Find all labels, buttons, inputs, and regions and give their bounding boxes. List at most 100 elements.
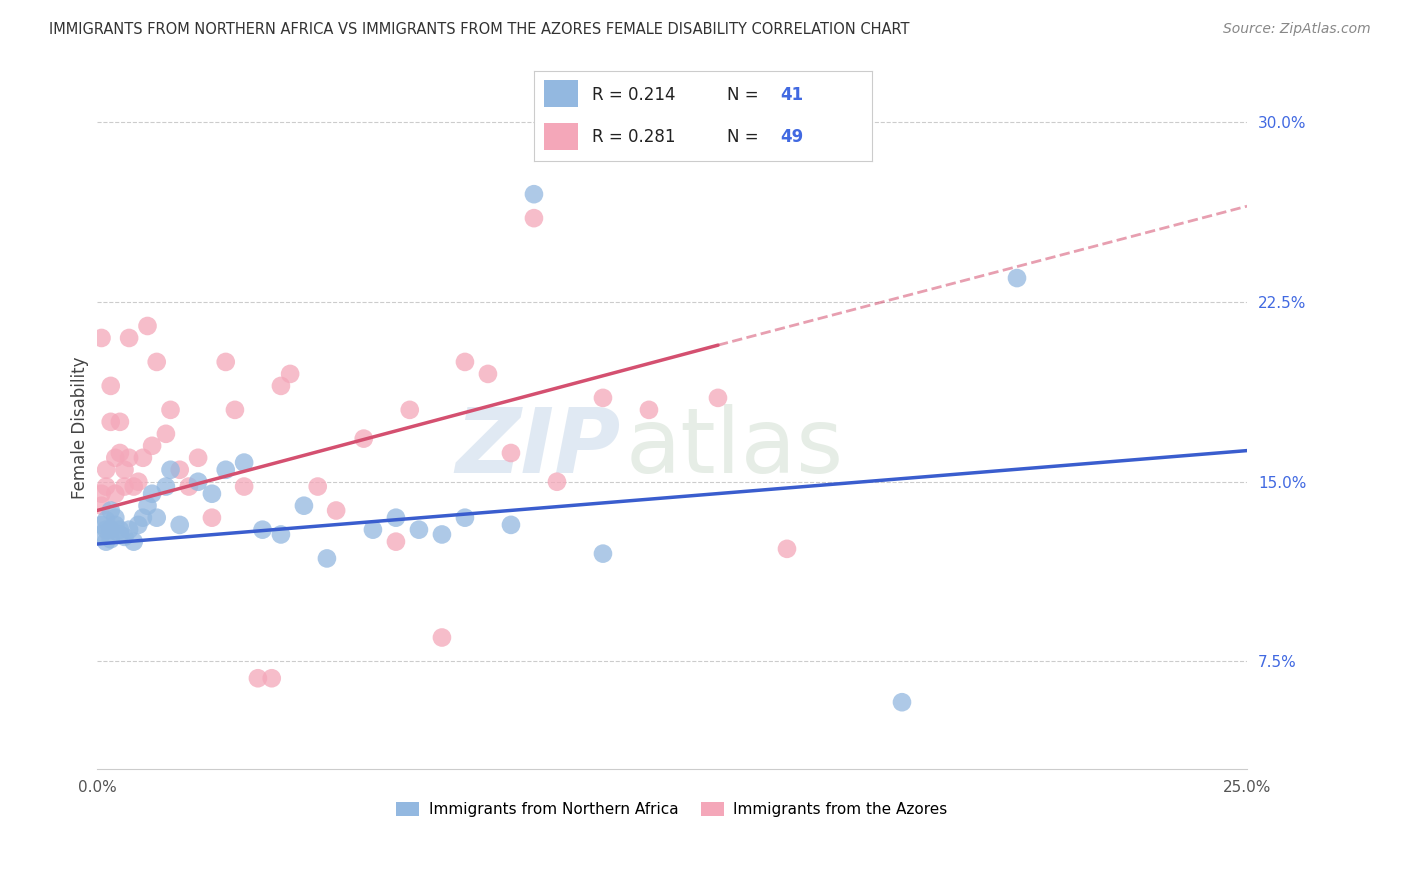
- Point: [430, 527, 453, 541]
- Point: [94, 534, 117, 549]
- Point: [155, 479, 177, 493]
- Point: [100, 533, 122, 547]
- Point: [100, 503, 122, 517]
- Point: [104, 487, 127, 501]
- Text: R = 0.214: R = 0.214: [592, 86, 675, 103]
- Point: [122, 534, 145, 549]
- Text: IMMIGRANTS FROM NORTHERN AFRICA VS IMMIGRANTS FROM THE AZORES FEMALE DISABILITY : IMMIGRANTS FROM NORTHERN AFRICA VS IMMIG…: [49, 22, 910, 37]
- Point: [108, 527, 131, 541]
- Point: [136, 318, 159, 333]
- Point: [316, 551, 339, 566]
- Point: [90, 517, 112, 532]
- Text: Source: ZipAtlas.com: Source: ZipAtlas.com: [1223, 22, 1371, 37]
- Point: [118, 523, 141, 537]
- Point: [638, 402, 661, 417]
- Point: [159, 463, 181, 477]
- Bar: [544, 123, 578, 150]
- Point: [159, 402, 181, 417]
- Point: [408, 523, 430, 537]
- Point: [104, 510, 127, 524]
- Point: [592, 391, 614, 405]
- Point: [90, 331, 112, 345]
- Point: [201, 510, 224, 524]
- Text: N =: N =: [727, 128, 763, 146]
- Point: [546, 475, 568, 489]
- Point: [90, 499, 112, 513]
- Point: [233, 456, 256, 470]
- Point: [94, 463, 117, 477]
- Point: [127, 475, 149, 489]
- Point: [353, 432, 375, 446]
- Point: [307, 479, 329, 493]
- Point: [169, 517, 191, 532]
- Point: [592, 547, 614, 561]
- Point: [141, 439, 163, 453]
- Point: [108, 415, 131, 429]
- Point: [361, 523, 384, 537]
- Point: [169, 463, 191, 477]
- Point: [118, 331, 141, 345]
- Point: [523, 187, 546, 202]
- Point: [132, 450, 155, 465]
- Point: [454, 355, 477, 369]
- Text: 41: 41: [780, 86, 804, 103]
- Point: [233, 479, 256, 493]
- Point: [145, 510, 167, 524]
- Point: [215, 355, 238, 369]
- Point: [1005, 271, 1028, 285]
- Point: [177, 479, 200, 493]
- Point: [325, 503, 347, 517]
- Point: [430, 631, 453, 645]
- Point: [90, 487, 112, 501]
- Point: [122, 479, 145, 493]
- Legend: Immigrants from Northern Africa, Immigrants from the Azores: Immigrants from Northern Africa, Immigra…: [391, 796, 953, 823]
- Point: [114, 463, 136, 477]
- Point: [100, 415, 122, 429]
- Point: [104, 450, 127, 465]
- Point: [132, 510, 155, 524]
- Point: [187, 475, 209, 489]
- Point: [108, 523, 131, 537]
- Point: [891, 695, 914, 709]
- Point: [94, 513, 117, 527]
- Point: [127, 517, 149, 532]
- Point: [292, 499, 315, 513]
- Point: [114, 479, 136, 493]
- Text: R = 0.281: R = 0.281: [592, 128, 675, 146]
- Point: [201, 487, 224, 501]
- Point: [477, 367, 499, 381]
- Point: [108, 446, 131, 460]
- Point: [523, 211, 546, 226]
- Point: [385, 534, 408, 549]
- Point: [187, 450, 209, 465]
- Text: N =: N =: [727, 86, 763, 103]
- Point: [94, 479, 117, 493]
- Point: [215, 463, 238, 477]
- Point: [136, 499, 159, 513]
- Point: [118, 450, 141, 465]
- Point: [155, 426, 177, 441]
- Point: [141, 487, 163, 501]
- Bar: [544, 80, 578, 107]
- Point: [270, 527, 292, 541]
- Point: [260, 671, 283, 685]
- Point: [100, 379, 122, 393]
- Point: [94, 523, 117, 537]
- Point: [114, 530, 136, 544]
- Point: [776, 541, 799, 556]
- Y-axis label: Female Disability: Female Disability: [72, 357, 89, 500]
- Point: [104, 517, 127, 532]
- Point: [100, 523, 122, 537]
- Text: 49: 49: [780, 128, 804, 146]
- Point: [246, 671, 269, 685]
- Text: atlas: atlas: [626, 404, 844, 492]
- Point: [707, 391, 730, 405]
- Point: [385, 510, 408, 524]
- Text: ZIP: ZIP: [456, 404, 620, 492]
- Point: [398, 402, 420, 417]
- Point: [224, 402, 246, 417]
- Point: [499, 446, 522, 460]
- Point: [278, 367, 301, 381]
- Point: [270, 379, 292, 393]
- Point: [90, 527, 112, 541]
